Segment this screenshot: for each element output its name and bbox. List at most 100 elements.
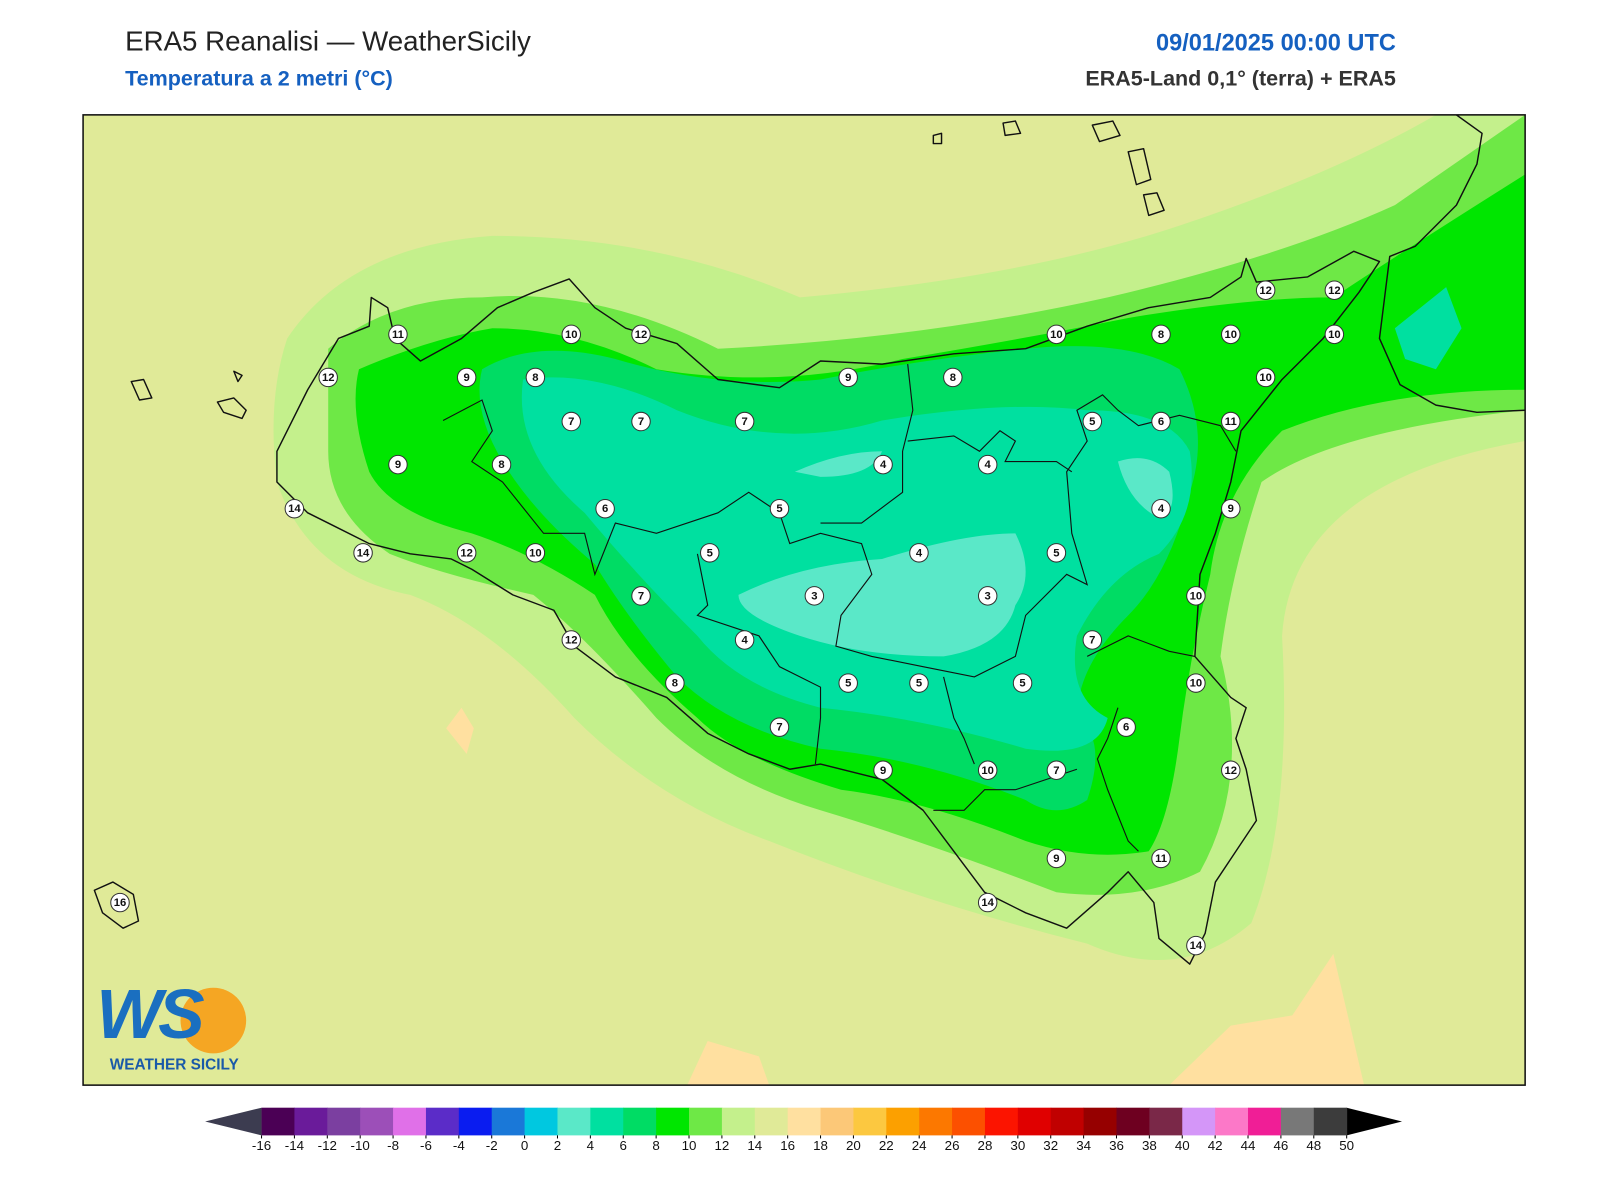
colorbar-under: [205, 1107, 262, 1136]
colorbar-swatch: [1083, 1107, 1118, 1136]
colorbar-tick-label: 50: [1339, 1138, 1354, 1153]
station-value: 8: [1158, 329, 1164, 341]
station-marker: [769, 498, 790, 519]
colorbar-swatch: [491, 1107, 526, 1136]
station-value: 10: [1050, 329, 1063, 341]
station-value: 12: [1328, 285, 1341, 297]
station-value: 8: [532, 372, 538, 384]
station-marker: [734, 411, 755, 432]
station-value: 7: [638, 590, 644, 602]
colorbar-swatch: [1149, 1107, 1183, 1136]
station-value: 3: [985, 590, 991, 602]
coastline: [276, 250, 1381, 965]
colorbar-swatch: [984, 1107, 1019, 1136]
map-area: WS WEATHER SICILY: [83, 114, 1526, 1086]
colorbar-tick-label: 36: [1109, 1138, 1124, 1153]
station-marker: [1046, 848, 1067, 869]
colorbar-swatch: [1313, 1107, 1348, 1136]
colorbar-tick-label: -14: [285, 1138, 305, 1153]
colorbar-tick-label: 14: [747, 1138, 762, 1153]
station-marker: [525, 367, 546, 388]
station-marker: [1255, 367, 1276, 388]
station-marker: [1324, 324, 1345, 345]
station-value: 7: [741, 416, 747, 428]
colorbar-swatch: [1116, 1107, 1150, 1136]
colorbar-tick-label: 8: [652, 1138, 659, 1153]
station-value: 8: [672, 678, 678, 690]
station-marker: [1046, 543, 1067, 563]
coastline-calabria: [1378, 114, 1526, 414]
station-value: 12: [460, 547, 473, 559]
colorbar-swatch: [886, 1107, 920, 1136]
station-marker: [1255, 280, 1276, 300]
station-marker: [665, 673, 685, 693]
station-value: 10: [1190, 678, 1203, 690]
station-marker: [1221, 498, 1241, 519]
station-value: 14: [357, 547, 370, 559]
colorbar-swatch: [1017, 1107, 1052, 1136]
station-value: 10: [529, 547, 542, 559]
colorbar-swatch: [721, 1107, 756, 1136]
station-marker: [631, 411, 651, 432]
station-marker: [1082, 411, 1103, 432]
station-marker: [1151, 498, 1171, 519]
station-value: 7: [776, 722, 782, 734]
station-marker: [1186, 673, 1206, 693]
station-value: 16: [114, 897, 127, 909]
station-marker: [1186, 586, 1206, 606]
station-value: 6: [1158, 416, 1164, 428]
colorbar-tick-label: -10: [351, 1138, 370, 1153]
station-marker: [561, 411, 582, 432]
colorbar-swatch: [919, 1107, 953, 1136]
station-value: 3: [811, 590, 817, 602]
colorbar-tick-label: 0: [521, 1138, 528, 1153]
station-value: 7: [1089, 634, 1095, 646]
colorbar-swatch: [425, 1107, 460, 1136]
colorbar-tick-label: 34: [1076, 1138, 1091, 1153]
station-marker: [873, 454, 893, 475]
field-contour: [738, 451, 1173, 657]
station-value: 4: [741, 634, 748, 646]
station-value: 11: [1225, 416, 1237, 428]
station-value: 5: [845, 678, 851, 690]
station-marker: [388, 454, 408, 475]
colorbar-swatch: [623, 1107, 657, 1136]
station-value: 12: [635, 329, 648, 341]
colorbar-tick-label: 12: [714, 1138, 729, 1153]
colorbar-swatch: [393, 1107, 427, 1136]
station-marker: [318, 367, 338, 388]
station-value: 5: [776, 503, 782, 515]
colorbar-tick-label: 30: [1010, 1138, 1025, 1153]
colorbar-tick-label: -16: [252, 1138, 271, 1153]
station-marker: [631, 324, 651, 345]
colorbar-tick-label: -2: [486, 1138, 498, 1153]
station-marker: [1082, 630, 1103, 650]
colorbar-tick-label: 2: [554, 1138, 561, 1153]
source: ERA5-Land 0,1° (terra) + ERA5: [1085, 67, 1396, 91]
station-value: 12: [565, 634, 578, 646]
colorbar-tick-label: 16: [780, 1138, 795, 1153]
colorbar-swatch: [261, 1107, 295, 1136]
colorbar-swatch: [458, 1107, 493, 1136]
colorbar-tick-label: 46: [1273, 1138, 1288, 1153]
station-marker: [491, 454, 512, 475]
colorbar-tick-label: 6: [620, 1138, 627, 1153]
station-marker: [456, 543, 477, 563]
station-marker: [977, 586, 998, 606]
colorbar-swatch: [787, 1107, 822, 1136]
colorbar-swatch: [294, 1107, 328, 1136]
colorbar-tick-label: -6: [420, 1138, 432, 1153]
colorbar-swatch: [1248, 1107, 1282, 1136]
map-frame: [82, 114, 1526, 1086]
station-marker: [1221, 760, 1241, 780]
station-value: 10: [1328, 329, 1341, 341]
station-marker: [977, 454, 998, 475]
station-marker: [734, 630, 755, 650]
station-value: 4: [985, 459, 992, 471]
station-marker: [943, 367, 963, 388]
station-value: 14: [1190, 940, 1203, 952]
station-value: 4: [916, 547, 923, 559]
station-value: 9: [1053, 853, 1059, 865]
station-marker: [838, 367, 858, 388]
station-value: 12: [322, 372, 335, 384]
